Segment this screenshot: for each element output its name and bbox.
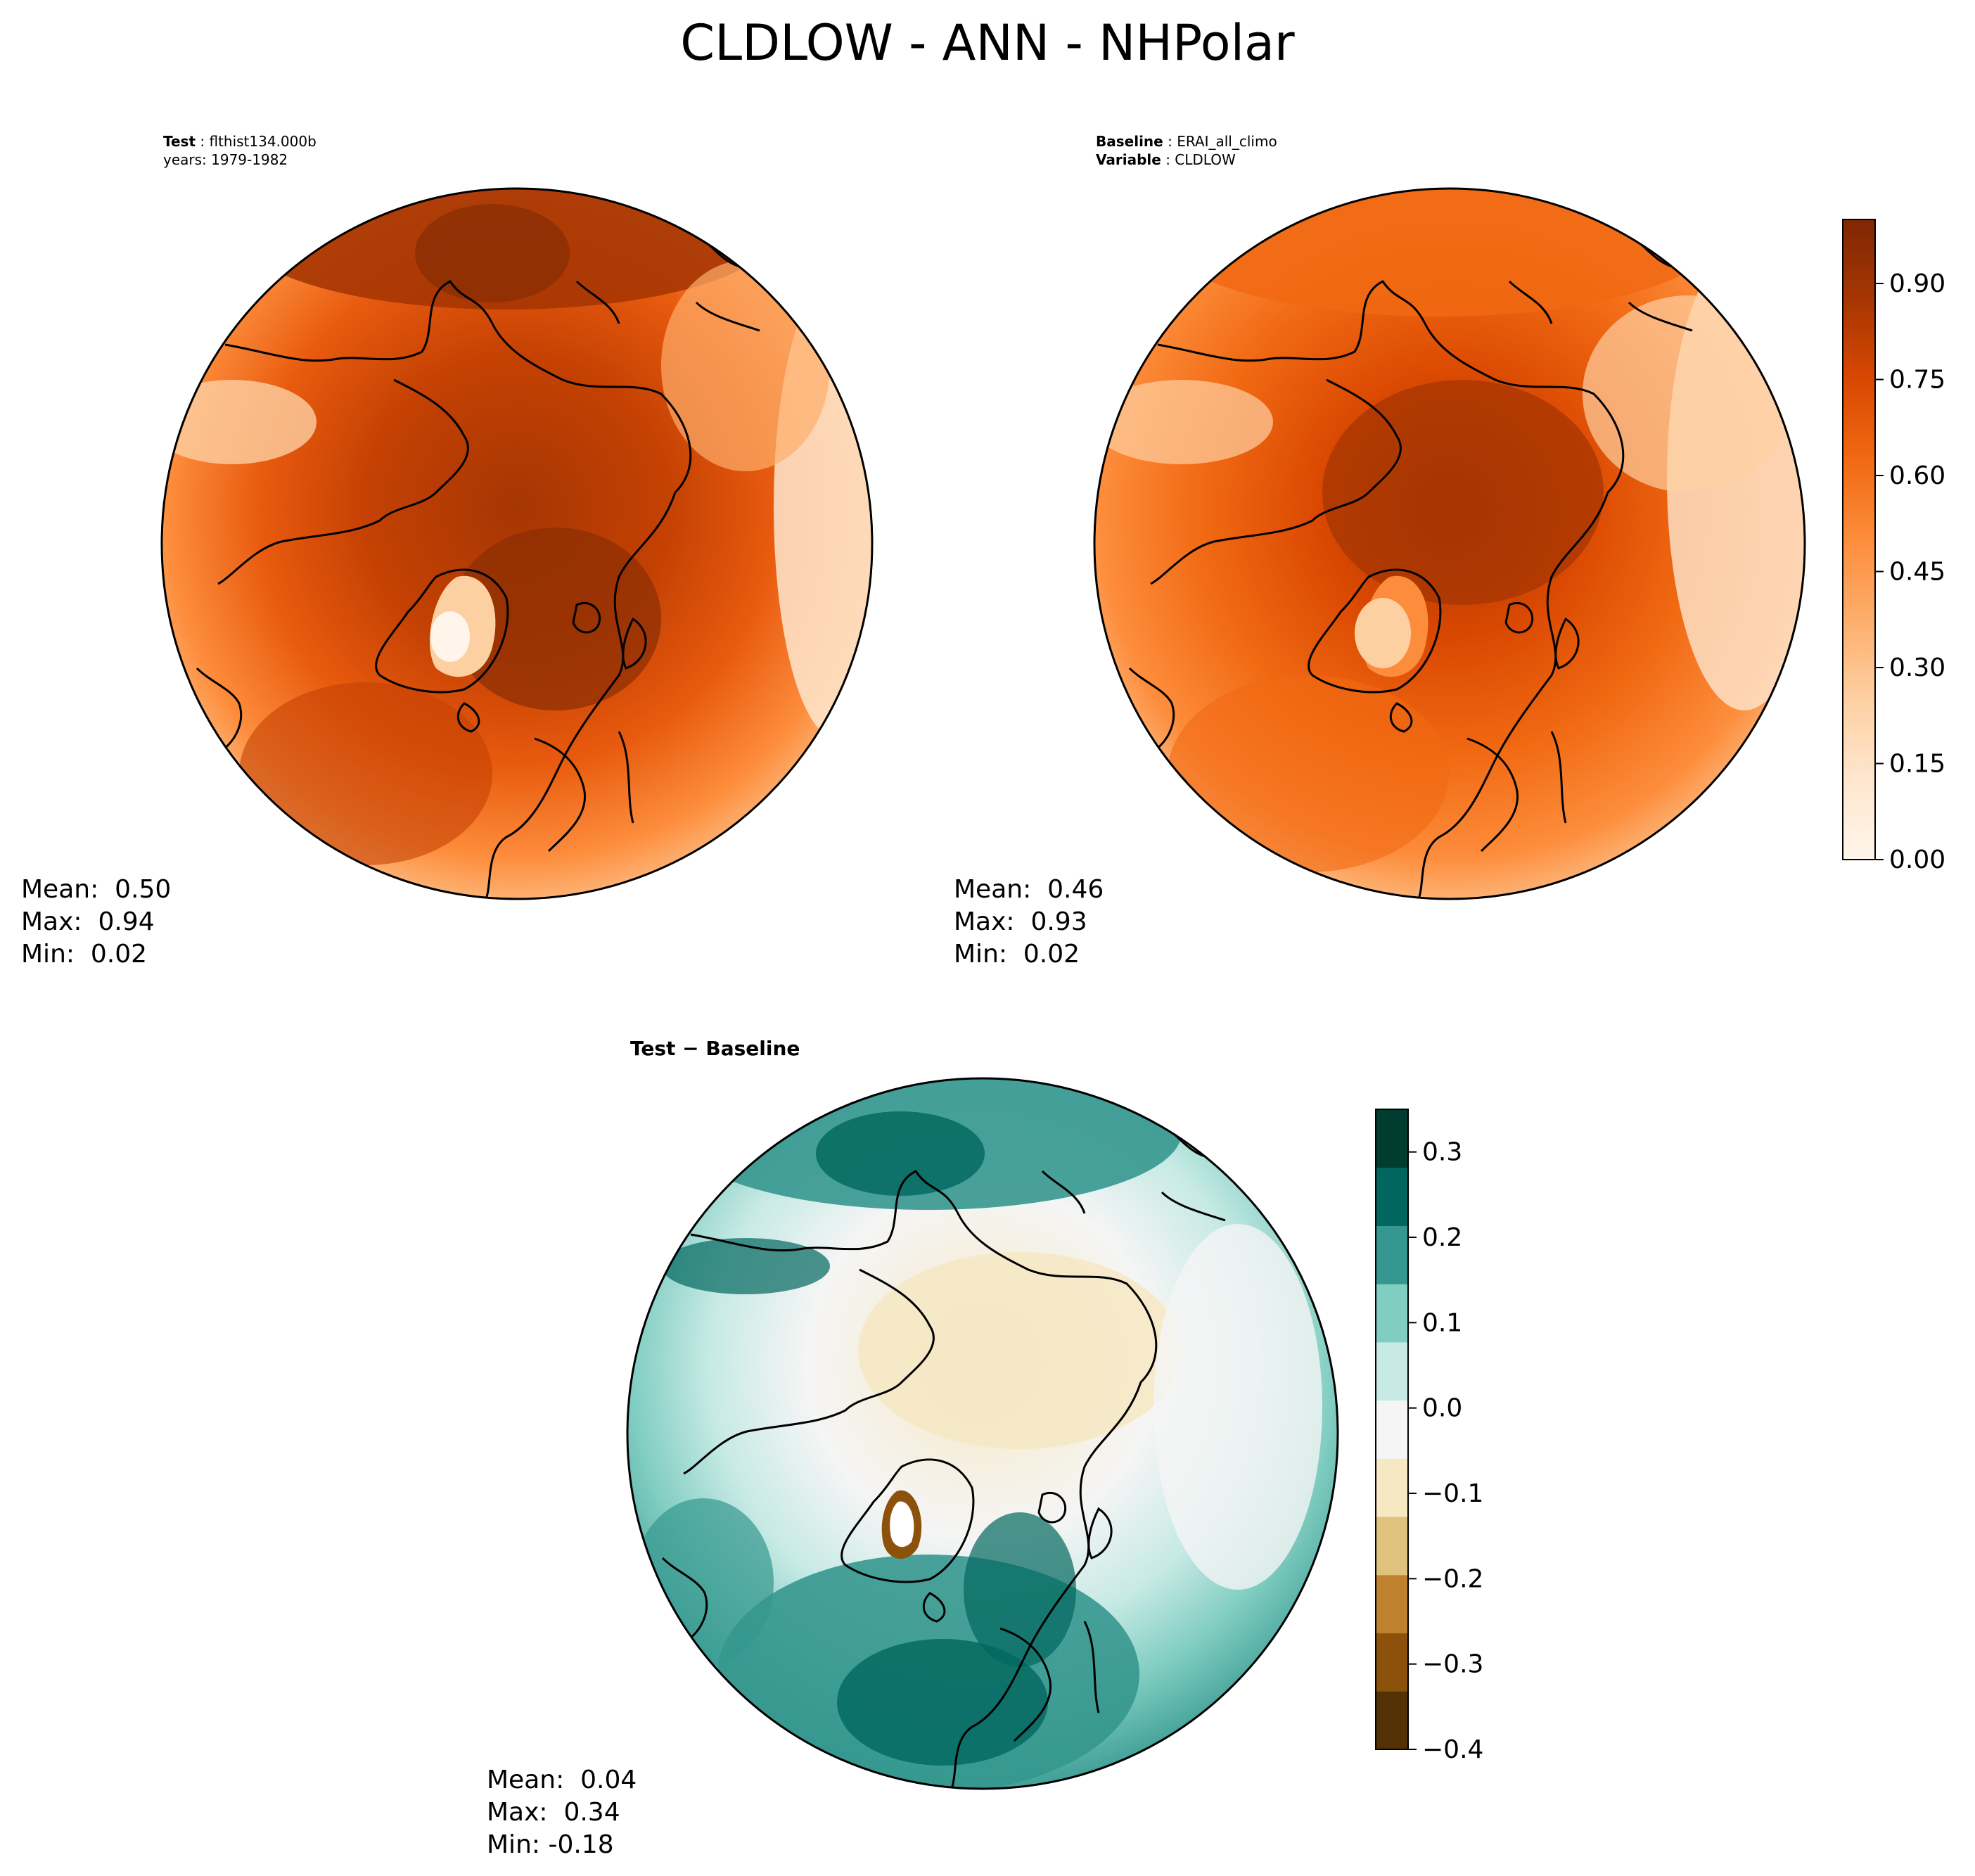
baseline-min: Min: 0.02 [954,940,1080,969]
diff-max: Max: 0.34 [487,1798,620,1827]
baseline-label-key: Baseline [1096,133,1163,150]
baseline-map [1093,187,1806,900]
test-stats: Mean: 0.50 Max: 0.94 Min: 0.02 [21,874,171,971]
diff-colorbar-band [1376,1284,1408,1343]
figure-title: CLDLOW - ANN - NHPolar [680,14,1295,72]
main-colorbar-tick-label: 0.00 [1889,846,1945,874]
diff-colorbar-tick-label: 0.0 [1422,1394,1462,1423]
diff-map [626,1077,1339,1790]
diff-mean: Mean: 0.04 [487,1766,637,1794]
main-colorbar-tick-label: 0.30 [1889,653,1945,682]
diff-colorbar-band [1376,1691,1408,1750]
diff-title-left: Test [630,1037,676,1060]
baseline-label-value: ERAI_all_climo [1177,133,1277,150]
diff-colorbar-tick-label: 0.1 [1422,1308,1462,1337]
diff-colorbar-tick-label: −0.1 [1422,1479,1483,1508]
diff-colorbar-tick-label: −0.4 [1422,1735,1483,1764]
diff-colorbar-band [1376,1458,1408,1517]
diff-colorbar-band [1376,1109,1408,1168]
main-colorbar-tick-label: 0.75 [1889,366,1945,395]
diff-colorbar-band [1376,1574,1408,1634]
test-max: Max: 0.94 [21,907,155,936]
diff-colorbar-band [1376,1341,1408,1401]
diff-colorbar-band [1376,1517,1408,1576]
test-map [160,187,874,900]
diff-colorbar-band [1376,1167,1408,1226]
main-colorbar: 0.00 0.15 0.30 0.45 0.60 0.75 0.90 [1842,219,1945,874]
baseline-variable-key: Variable [1096,151,1161,168]
test-label-key: Test [163,133,196,150]
main-colorbar-tick-label: 0.60 [1889,461,1945,490]
diff-title: Test − Baseline [630,1037,800,1060]
diff-colorbar-band [1376,1225,1408,1284]
test-label: Test : flthist134.000b years: 1979-1982 [163,133,317,168]
diff-colorbar-tick-label: −0.3 [1422,1650,1483,1679]
baseline-max: Max: 0.93 [954,907,1087,936]
test-years: years: 1979-1982 [163,151,288,168]
baseline-mean: Mean: 0.46 [954,875,1104,904]
diff-colorbar-tick-label: 0.3 [1422,1138,1462,1167]
diff-stats: Mean: 0.04 Max: 0.34 Min: -0.18 [487,1764,637,1861]
baseline-variable-value: CLDLOW [1175,151,1236,168]
diff-colorbar-band [1376,1633,1408,1692]
diff-colorbar-tick-label: 0.2 [1422,1223,1462,1252]
main-colorbar-tick-label: 0.90 [1889,269,1945,298]
diff-colorbar: −0.4 −0.3 −0.2 −0.1 0.0 0.1 0.2 0.3 [1375,1109,1483,1764]
test-min: Min: 0.02 [21,940,148,969]
test-mean: Mean: 0.50 [21,875,172,904]
test-label-value: flthist134.000b [209,133,317,150]
baseline-label: Baseline : ERAI_all_climo Variable : CLD… [1096,133,1277,168]
diff-title-sep: − [675,1037,706,1060]
main-colorbar-tick-label: 0.15 [1889,750,1945,779]
diff-colorbar-tick-label: −0.2 [1422,1564,1483,1593]
diff-title-right: Baseline [705,1037,800,1060]
diff-colorbar-band [1376,1400,1408,1459]
diff-min: Min: -0.18 [487,1830,614,1859]
baseline-stats: Mean: 0.46 Max: 0.93 Min: 0.02 [954,874,1104,971]
main-colorbar-tick-label: 0.45 [1889,558,1945,587]
